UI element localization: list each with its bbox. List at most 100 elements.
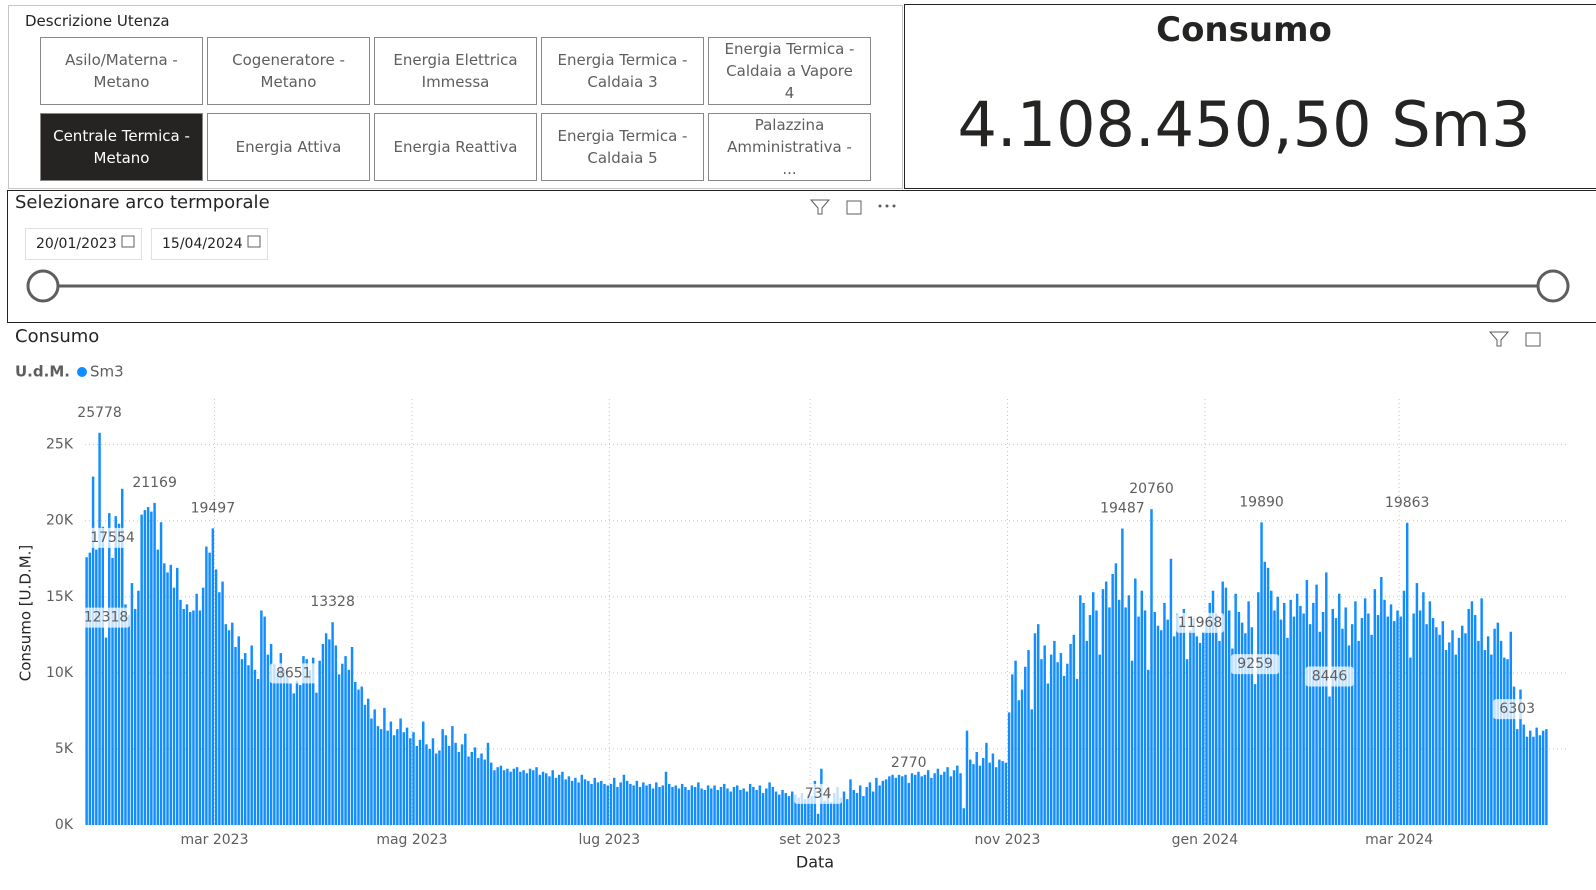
slicer-button[interactable]: Centrale Termica - Metano [40, 113, 203, 181]
bar [687, 790, 690, 825]
bar [179, 599, 182, 825]
bar [580, 774, 584, 825]
x-tick-label: mag 2023 [376, 832, 447, 848]
bar [956, 765, 959, 825]
slicer-button[interactable]: Energia Termica - Caldaia a Vapore 4 [708, 37, 871, 105]
bar [1435, 627, 1438, 825]
bar [723, 783, 726, 825]
bar [402, 732, 406, 825]
bar [324, 633, 328, 825]
bar [454, 742, 457, 825]
bar [836, 786, 839, 825]
bar [1338, 593, 1341, 825]
bar [748, 783, 752, 825]
bar [1227, 610, 1231, 825]
bar [1079, 595, 1082, 825]
slicer-button[interactable]: Energia Reattiva [374, 113, 537, 181]
bar [1396, 610, 1399, 825]
more-icon[interactable] [878, 204, 896, 208]
bar [1289, 599, 1292, 825]
y-axis-title: Consumo [U.D.M.] [17, 545, 35, 682]
bar [1017, 700, 1021, 825]
bar [470, 751, 474, 825]
bar [328, 639, 331, 825]
bar [1503, 657, 1506, 825]
bar [499, 765, 503, 825]
slicer-button[interactable]: Asilo/Materna - Metano [40, 37, 203, 105]
bar [292, 693, 295, 825]
bar [888, 776, 891, 825]
bar [467, 756, 470, 825]
bar [1011, 674, 1014, 825]
slider-handle[interactable] [26, 269, 60, 303]
bar [263, 616, 266, 825]
bar [276, 671, 279, 825]
bar [600, 780, 603, 825]
data-label: 19863 [1385, 495, 1430, 511]
date-from[interactable]: 20/01/2023 [25, 228, 142, 260]
legend-label: Sm3 [90, 363, 124, 381]
bar [541, 771, 545, 825]
bar [1528, 730, 1532, 825]
bar [434, 753, 438, 825]
bar [1493, 628, 1496, 825]
x-tick-label: lug 2023 [578, 832, 640, 848]
slicer-button[interactable]: Palazzina Amministrativa - ... [708, 113, 871, 181]
bar [875, 777, 878, 825]
bar [1137, 616, 1140, 825]
bar [1169, 558, 1173, 825]
bar [412, 732, 415, 825]
bar [211, 528, 215, 825]
slicer-button[interactable]: Energia Termica - Caldaia 5 [541, 113, 704, 181]
bar [347, 669, 351, 825]
bar [1321, 612, 1325, 825]
bar [308, 669, 312, 825]
bar [1389, 604, 1393, 825]
bar [1082, 602, 1085, 825]
bar [807, 794, 810, 825]
date-to[interactable]: 15/04/2024 [151, 228, 268, 260]
slicer-button[interactable]: Energia Attiva [207, 113, 370, 181]
bar [917, 771, 920, 825]
bar [910, 773, 914, 825]
slicer-button[interactable]: Energia Termica - Caldaia 3 [541, 37, 704, 105]
slicer-title: Descrizione Utenza [25, 12, 170, 30]
slider-handle[interactable] [1536, 269, 1570, 303]
bar [1344, 607, 1347, 825]
bar [399, 718, 402, 825]
bar [282, 669, 286, 825]
bar [111, 557, 114, 825]
bar [1108, 607, 1111, 825]
bar [706, 785, 710, 825]
date-slicer [7, 190, 1596, 323]
bar [742, 788, 745, 825]
data-label: 19497 [191, 500, 236, 516]
slider [26, 199, 1570, 303]
bar [842, 791, 846, 825]
bar [208, 552, 211, 825]
label-box [1231, 654, 1280, 675]
bar [1490, 654, 1493, 825]
bar [1480, 598, 1483, 825]
bar [1354, 601, 1357, 825]
bar [1473, 615, 1477, 825]
data-label: 20760 [1129, 481, 1174, 497]
bar [522, 770, 525, 825]
bar [176, 567, 179, 825]
slicer-panel [8, 5, 903, 189]
bar [1380, 577, 1383, 825]
slicer-button[interactable]: Cogeneratore - Metano [207, 37, 370, 105]
bar [1130, 660, 1134, 825]
slicer-button[interactable]: Energia Elettrica Immessa [374, 37, 537, 105]
bar [88, 552, 92, 825]
bar [299, 685, 302, 825]
bar [823, 800, 826, 825]
bar [1422, 592, 1425, 825]
bar [101, 526, 105, 825]
bar [150, 511, 153, 825]
bar [771, 786, 775, 825]
data-label: 6303 [1499, 701, 1535, 717]
bar [532, 770, 535, 825]
bar [195, 593, 198, 825]
bar [247, 665, 250, 825]
